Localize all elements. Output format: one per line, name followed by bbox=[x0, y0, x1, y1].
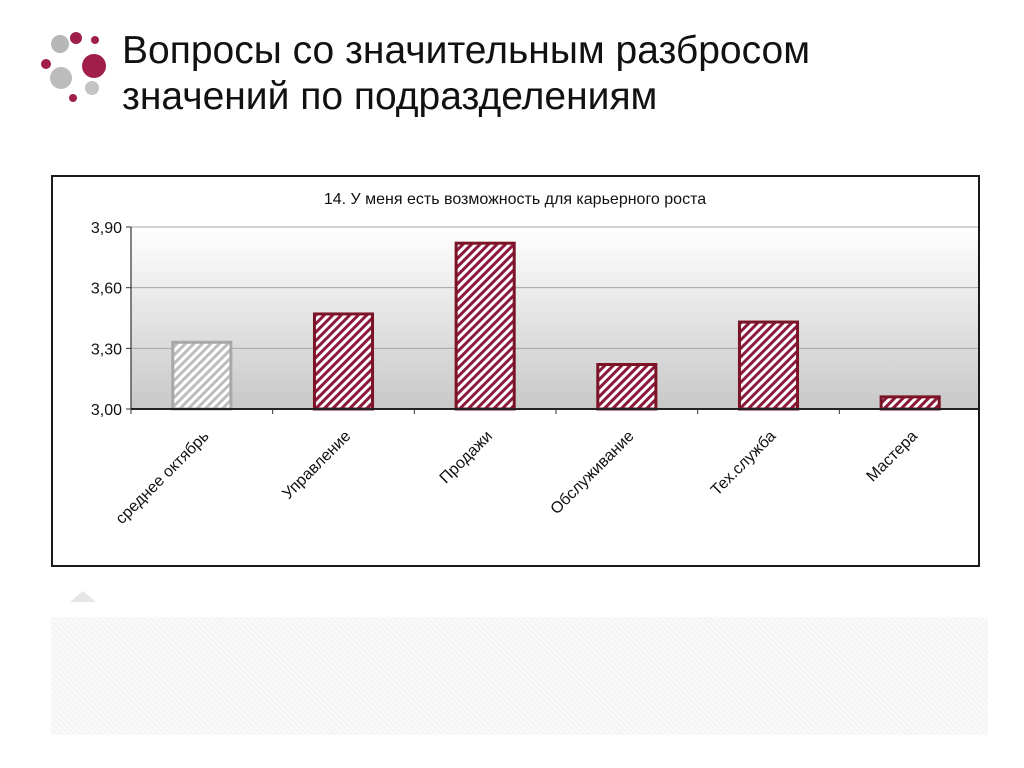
x-tick-label: Управление bbox=[279, 428, 354, 503]
chart-frame: 3,00 3,30 3,60 3,90 среднее октябрь Управлени… bbox=[51, 175, 980, 567]
slide-title-line-2: значений по подразделениям bbox=[122, 75, 658, 118]
bar-1 bbox=[171, 340, 233, 411]
x-tick-label: Обслуживание bbox=[548, 428, 638, 518]
slide-title: Вопросы со значительным разбросом значен… bbox=[122, 28, 1002, 120]
triangle-up-icon bbox=[70, 591, 96, 602]
y-tick-label: 3,30 bbox=[91, 341, 122, 358]
bar-chart: 3,00 3,30 3,60 3,90 среднее октябрь Управлени… bbox=[91, 191, 978, 528]
x-tick-label: Продажи bbox=[437, 428, 496, 487]
bar-3 bbox=[454, 241, 516, 411]
bar-5 bbox=[737, 320, 800, 411]
chart-title: 14. У меня есть возможность для карьерно… bbox=[324, 191, 706, 208]
bar-4 bbox=[596, 363, 658, 411]
y-tick-label: 3,60 bbox=[91, 281, 122, 298]
bar-6 bbox=[879, 395, 941, 411]
y-tick-label: 3,90 bbox=[91, 220, 122, 237]
footer-band bbox=[51, 617, 988, 735]
x-tick-label: Тех.служба bbox=[708, 428, 779, 499]
x-tick-label: Мастера bbox=[864, 428, 922, 486]
y-tick-label: 3,00 bbox=[91, 402, 122, 419]
slide-title-line-1: Вопросы со значительным разбросом bbox=[122, 29, 811, 72]
x-tick-label: среднее октябрь bbox=[113, 428, 213, 528]
dots-cluster-logo bbox=[41, 32, 106, 102]
plot-area bbox=[131, 227, 978, 409]
bar-2 bbox=[312, 312, 375, 411]
